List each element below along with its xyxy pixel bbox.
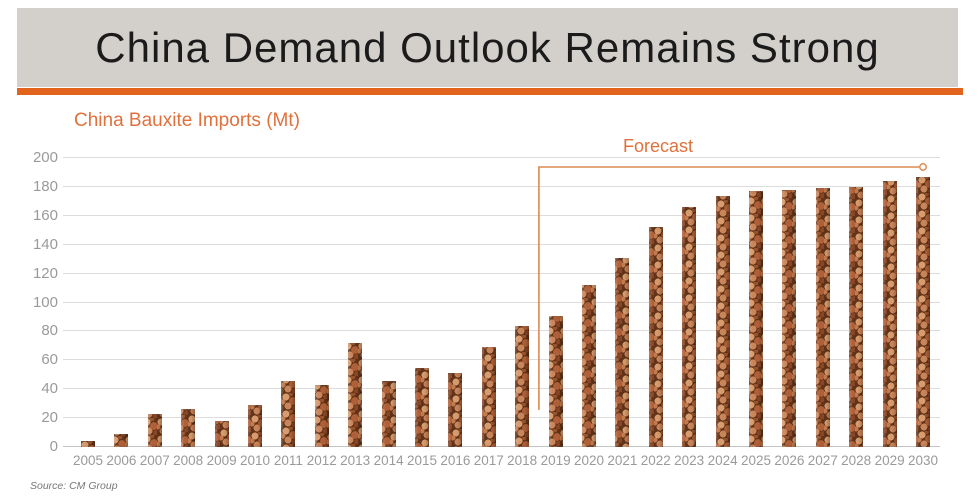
bar-2028 (849, 186, 864, 447)
x-axis-tick-label: 2012 (306, 453, 337, 468)
y-axis-tick-label: 180 (32, 177, 58, 195)
x-axis-tick-label: 2006 (106, 453, 137, 468)
x-axis-tick-label: 2008 (173, 453, 204, 468)
bar-2022 (648, 227, 663, 447)
x-axis-tick-label: 2009 (206, 453, 237, 468)
x-axis-tick-label: 2026 (774, 453, 805, 468)
gridline (63, 301, 940, 303)
bar-2030 (916, 176, 930, 447)
x-axis-tick-label: 2018 (507, 453, 538, 468)
x-axis-tick-label: 2028 (841, 453, 872, 468)
x-axis-tick-label: 2030 (907, 453, 939, 468)
bar-2010 (248, 405, 262, 447)
plot-area (63, 157, 940, 447)
bar-2005 (81, 441, 95, 447)
bar-2023 (682, 207, 697, 447)
gridline (63, 157, 940, 158)
y-axis-tick-label: 160 (32, 206, 58, 224)
x-axis-tick-label: 2022 (640, 453, 671, 468)
gridline (63, 388, 940, 390)
x-axis-tick-label: 2027 (807, 453, 838, 468)
gridline (63, 272, 940, 274)
x-axis-tick-label: 2020 (573, 453, 605, 468)
x-axis-tick-label: 2021 (607, 453, 638, 468)
x-axis-line (63, 446, 940, 447)
x-axis-tick-label: 2014 (373, 453, 404, 468)
x-axis-tick-label: 2024 (707, 453, 738, 468)
x-axis-tick-label: 2010 (239, 453, 271, 468)
header-accent-rule (17, 88, 963, 95)
bar-2009 (214, 421, 229, 447)
bar-2016 (448, 373, 463, 447)
bar-2007 (147, 413, 162, 447)
y-axis-tick-label: 120 (32, 264, 58, 282)
gridline (63, 214, 940, 216)
x-axis-tick-label: 2015 (406, 453, 438, 468)
y-axis-tick-label: 80 (41, 322, 58, 340)
bar-2024 (715, 195, 730, 447)
x-axis-tick-label: 2023 (674, 453, 705, 468)
bar-2019 (548, 315, 563, 447)
y-axis-tick-label: 20 (41, 409, 58, 427)
x-axis-tick-label: 2016 (440, 453, 471, 468)
x-axis-tick-label: 2029 (874, 453, 905, 468)
bar-2012 (314, 384, 329, 447)
bar-2021 (615, 257, 630, 447)
header-banner: China Demand Outlook Remains Strong (17, 8, 958, 87)
forecast-label: Forecast (622, 136, 694, 156)
x-axis-tick-label: 2025 (740, 453, 772, 468)
x-axis-tick-label: 2013 (340, 453, 371, 468)
y-axis-tick-label: 0 (49, 438, 58, 455)
y-axis-tick-label: 100 (32, 293, 58, 311)
gridline (63, 359, 940, 361)
gridline (63, 185, 940, 187)
y-axis-tick-label: 40 (41, 380, 58, 398)
y-axis-tick-label: 60 (41, 351, 58, 369)
x-axis-tick-label: 2005 (72, 453, 104, 468)
bar-2018 (515, 325, 530, 447)
bar-2011 (281, 380, 296, 447)
bar-2014 (381, 380, 396, 447)
bar-2008 (181, 409, 196, 447)
y-axis-tick-label: 200 (32, 149, 58, 166)
bar-2020 (582, 285, 596, 447)
bar-2027 (815, 188, 830, 447)
bar-2029 (882, 181, 897, 447)
gridline (63, 330, 940, 332)
bar-2017 (481, 347, 496, 447)
x-axis-tick-label: 2007 (139, 453, 170, 468)
bar-2013 (348, 342, 363, 447)
bar-2006 (114, 434, 129, 447)
x-axis-tick-label: 2019 (540, 453, 571, 468)
page-title: China Demand Outlook Remains Strong (95, 23, 880, 71)
gridline (63, 243, 940, 245)
x-axis-tick-label: 2011 (273, 453, 303, 468)
source-note: Source: CM Group (30, 480, 118, 492)
y-axis-tick-label: 140 (32, 235, 58, 253)
bar-2025 (749, 191, 763, 447)
bar-2026 (782, 189, 797, 447)
gridline (63, 417, 940, 419)
x-axis-tick-label: 2017 (473, 453, 504, 468)
chart-title: China Bauxite Imports (Mt) (74, 110, 300, 131)
bar-2015 (415, 367, 429, 447)
